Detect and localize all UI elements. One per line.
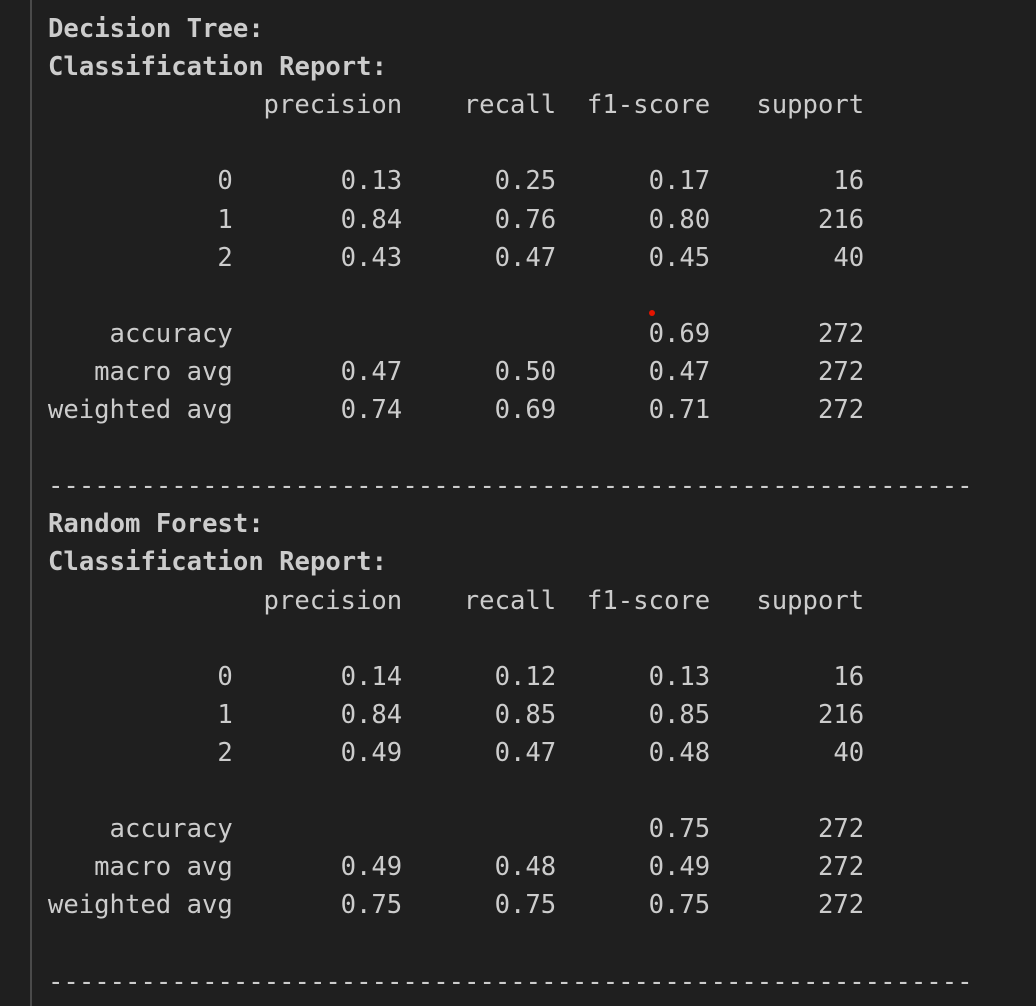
cell-value: 0.69 — [494, 395, 557, 425]
cell-value: 0.13 — [340, 166, 403, 197]
cell-border — [30, 0, 32, 1006]
column-header: recall — [463, 585, 557, 616]
column-header: precision — [263, 90, 403, 121]
cell-value: 0.49 — [340, 852, 403, 883]
column-header: support — [756, 585, 865, 616]
row-label: accuracy — [109, 814, 233, 845]
row-label: macro avg — [94, 852, 233, 883]
row-label: accuracy — [109, 318, 233, 349]
cell-value: 0.13 — [648, 661, 711, 692]
cell-value: 40 — [833, 242, 865, 273]
row-label: macro avg — [94, 356, 233, 387]
cell-value: 272 — [817, 356, 865, 387]
cell-value: 0.75 — [340, 890, 403, 921]
row-label: weighted avg — [47, 890, 233, 921]
cell-value: 0.69 — [648, 318, 711, 349]
cell-value: 0.45 — [648, 242, 711, 273]
report-heading: Classification Report: — [48, 547, 387, 578]
cell-value: 0.47 — [494, 242, 557, 273]
cell-value: 0.76 — [494, 204, 557, 235]
row-label: 1 — [217, 699, 233, 730]
column-header: f1-score — [586, 585, 711, 616]
cell-value: 0.80 — [648, 204, 711, 235]
cell-value: 0.75 — [648, 890, 711, 921]
cell-value: 0.47 — [648, 356, 711, 387]
column-header: precision — [263, 585, 403, 616]
column-header: support — [756, 90, 865, 121]
row-label: 0 — [217, 166, 233, 197]
column-header: f1-score — [586, 90, 711, 121]
row-label: 2 — [217, 242, 233, 273]
row-label: 0 — [217, 661, 233, 692]
separator: ----------------------------------------… — [48, 471, 973, 502]
cell-value: 0.75 — [648, 814, 711, 845]
column-header: recall — [463, 90, 557, 121]
cell-value: 16 — [833, 661, 865, 692]
cursor-dot — [649, 310, 655, 316]
cell-value: 216 — [817, 204, 865, 235]
cell-value: 0.14 — [340, 661, 403, 692]
cell-value: 272 — [817, 852, 865, 883]
row-label: 2 — [217, 737, 233, 768]
cell-value: 16 — [833, 166, 865, 197]
cell-value: 0.47 — [494, 737, 557, 768]
cell-value: 272 — [817, 890, 865, 921]
cell-value: 0.71 — [648, 395, 711, 425]
cell-value: 0.85 — [494, 699, 557, 730]
cell-value: 0.84 — [340, 699, 403, 730]
cell-value: 0.84 — [340, 204, 403, 235]
cell-value: 0.17 — [648, 166, 711, 197]
cell-value: 0.25 — [494, 166, 557, 197]
cell-value: 0.85 — [648, 699, 711, 730]
cell-value: 0.47 — [340, 356, 403, 387]
row-label: weighted avg — [47, 395, 233, 425]
cell-value: 272 — [817, 318, 865, 349]
separator: ----------------------------------------… — [48, 966, 973, 997]
cell-value: 0.43 — [340, 242, 403, 273]
section-title: Decision Tree: — [48, 14, 264, 44]
cell-value: 272 — [817, 395, 865, 425]
report-heading: Classification Report: — [48, 52, 387, 83]
cell-value: 0.48 — [648, 737, 711, 768]
cell-value: 0.50 — [494, 356, 557, 387]
row-label: 1 — [217, 204, 233, 235]
cell-value: 0.48 — [494, 852, 557, 883]
cell-value: 0.49 — [648, 852, 711, 883]
cell-value: 0.74 — [340, 395, 403, 425]
cell-value: 0.75 — [494, 890, 557, 921]
cell-value: 272 — [817, 814, 865, 845]
section-title: Random Forest: — [48, 509, 264, 540]
cell-value: 216 — [817, 699, 865, 730]
cell-value: 40 — [833, 737, 865, 768]
cell-value: 0.12 — [494, 661, 557, 692]
cell-value: 0.49 — [340, 737, 403, 768]
